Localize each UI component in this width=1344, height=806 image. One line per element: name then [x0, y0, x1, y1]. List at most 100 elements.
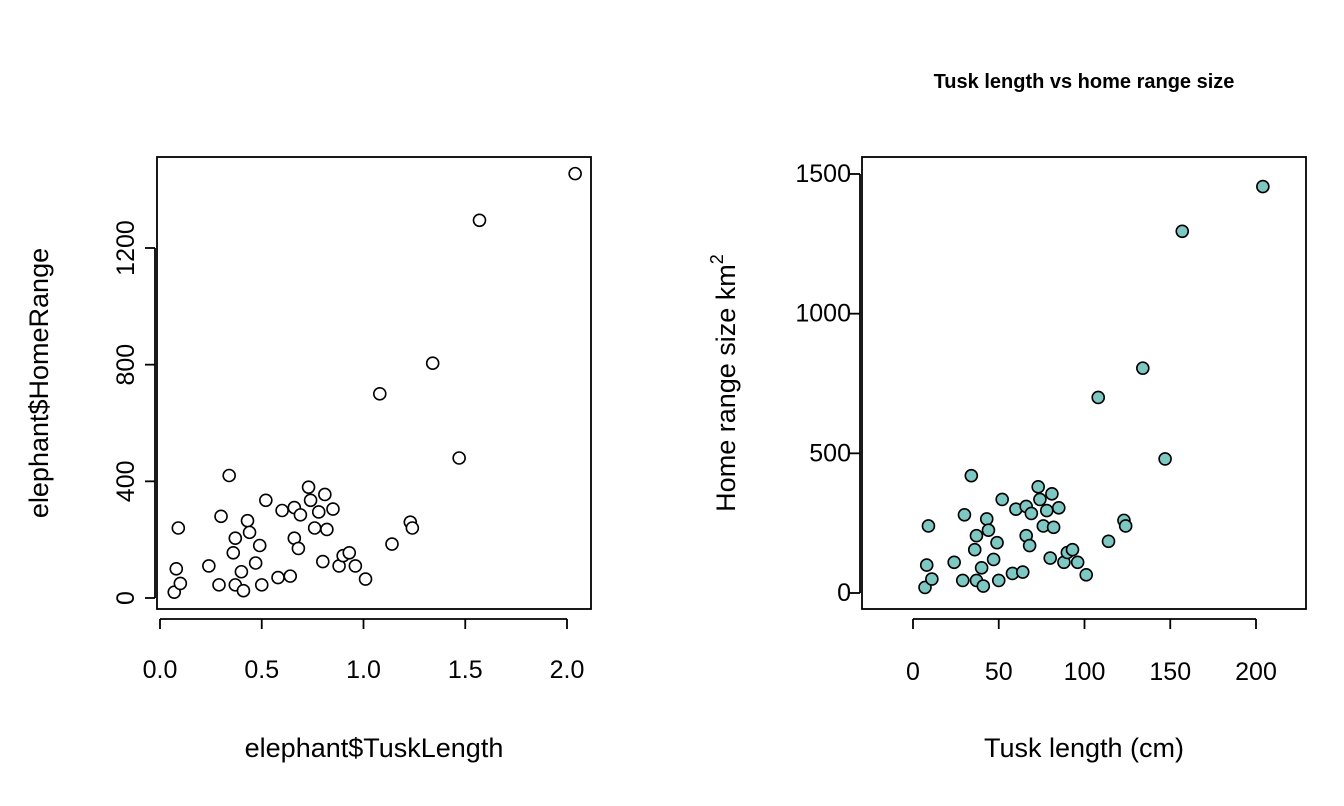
- data-point: [1070, 555, 1085, 570]
- y-axis-label: elephant$HomeRange: [24, 248, 54, 518]
- data-point: [372, 387, 387, 401]
- data-point: [301, 480, 316, 494]
- data-point: [1051, 501, 1066, 515]
- data-point: [1033, 492, 1047, 507]
- data-point: [1158, 452, 1172, 466]
- x-tick-label: 50: [985, 658, 1013, 686]
- data-point: [1022, 538, 1037, 553]
- data-point: [991, 573, 1006, 588]
- data-point: [291, 541, 306, 556]
- data-point: [986, 552, 1001, 567]
- data-point: [1024, 506, 1039, 521]
- data-point: [1118, 519, 1133, 533]
- data-point: [212, 578, 226, 592]
- data-point: [222, 468, 236, 483]
- x-tick-label: 0.5: [244, 656, 279, 684]
- data-point: [1101, 534, 1116, 549]
- data-point: [1015, 565, 1030, 579]
- y-tick-label: 1200: [112, 220, 140, 276]
- y-tick-label: 0: [837, 579, 851, 607]
- x-tick-label: 150: [1149, 658, 1191, 686]
- data-point: [169, 562, 184, 576]
- data-point: [967, 542, 982, 557]
- data-point: [405, 521, 420, 535]
- data-point: [307, 521, 322, 535]
- data-point: [921, 519, 936, 533]
- data-point: [1079, 568, 1094, 582]
- data-point: [1043, 551, 1057, 565]
- data-point: [974, 561, 989, 575]
- data-point: [925, 572, 939, 586]
- data-point: [358, 572, 373, 586]
- y-axis-label-superscript: 2: [707, 254, 727, 264]
- data-point: [1065, 542, 1080, 557]
- x-axis-label: Tusk length (cm): [984, 733, 1184, 763]
- left-scatter-panel: 0.0 0.5 1.0 1.5 2.0 0 400 800 1200 elephant$TuskL…: [24, 156, 592, 763]
- data-point: [1256, 179, 1270, 194]
- data-point: [452, 451, 466, 465]
- data-point: [315, 554, 330, 569]
- data-point: [472, 213, 487, 228]
- y-tick-label: 1000: [795, 300, 851, 328]
- data-point: [342, 545, 357, 560]
- x-tick-label: 1.5: [448, 656, 483, 684]
- right-scatter-panel: 0 50 100 150 200 0 500 1000 1500 Tusk length (cm)…: [707, 71, 1307, 763]
- data-point: [976, 579, 991, 593]
- x-tick-label: 1.0: [346, 656, 381, 684]
- y-tick-label: 800: [112, 344, 140, 386]
- data-point: [326, 502, 340, 516]
- data-point: [254, 578, 269, 592]
- data-point: [1039, 503, 1054, 518]
- y-tick-label: 400: [112, 460, 140, 502]
- data-point: [318, 487, 332, 502]
- data-point: [275, 503, 289, 518]
- y-tick-label: 1500: [795, 160, 851, 188]
- data-point: [248, 556, 263, 570]
- y-axis-label: Home range size km2: [707, 254, 741, 512]
- data-point: [979, 512, 994, 526]
- x-tick-label: 200: [1235, 658, 1277, 686]
- data-point: [919, 558, 934, 572]
- data-point: [252, 538, 267, 553]
- data-point: [303, 493, 318, 508]
- data-point: [259, 493, 273, 508]
- data-point: [955, 573, 970, 588]
- data-point: [348, 559, 363, 573]
- data-point: [947, 555, 961, 570]
- plot-frame: [861, 156, 1307, 610]
- data-point: [995, 492, 1009, 507]
- data-point: [226, 545, 241, 560]
- x-tick-label: 0: [906, 658, 920, 686]
- data-point: [990, 535, 1004, 550]
- data-point: [283, 569, 298, 583]
- data-point: [969, 528, 984, 543]
- data-point: [957, 507, 972, 522]
- data-point: [236, 583, 251, 598]
- data-point: [293, 508, 308, 522]
- plot-frame: [156, 156, 592, 610]
- data-point: [202, 559, 216, 573]
- data-point: [1175, 224, 1190, 239]
- data-point: [964, 468, 979, 483]
- data-point: [320, 522, 334, 537]
- data-point: [240, 513, 255, 528]
- data-point: [981, 523, 996, 537]
- data-point: [1045, 487, 1059, 501]
- data-point: [242, 525, 257, 540]
- data-point: [311, 505, 326, 519]
- x-tick-label: 100: [1064, 658, 1106, 686]
- data-point: [171, 521, 186, 535]
- data-point: [173, 576, 188, 591]
- x-axis-label: elephant$TuskLength: [245, 733, 504, 763]
- y-tick-label: 0: [112, 591, 140, 605]
- data-point: [1046, 520, 1061, 535]
- data-point: [214, 509, 228, 524]
- data-point: [234, 564, 249, 579]
- data-point: [228, 531, 243, 546]
- data-point: [568, 166, 582, 181]
- data-point: [271, 570, 285, 585]
- data-point: [425, 356, 440, 371]
- x-tick-label: 2.0: [550, 656, 585, 684]
- data-point: [1136, 361, 1150, 375]
